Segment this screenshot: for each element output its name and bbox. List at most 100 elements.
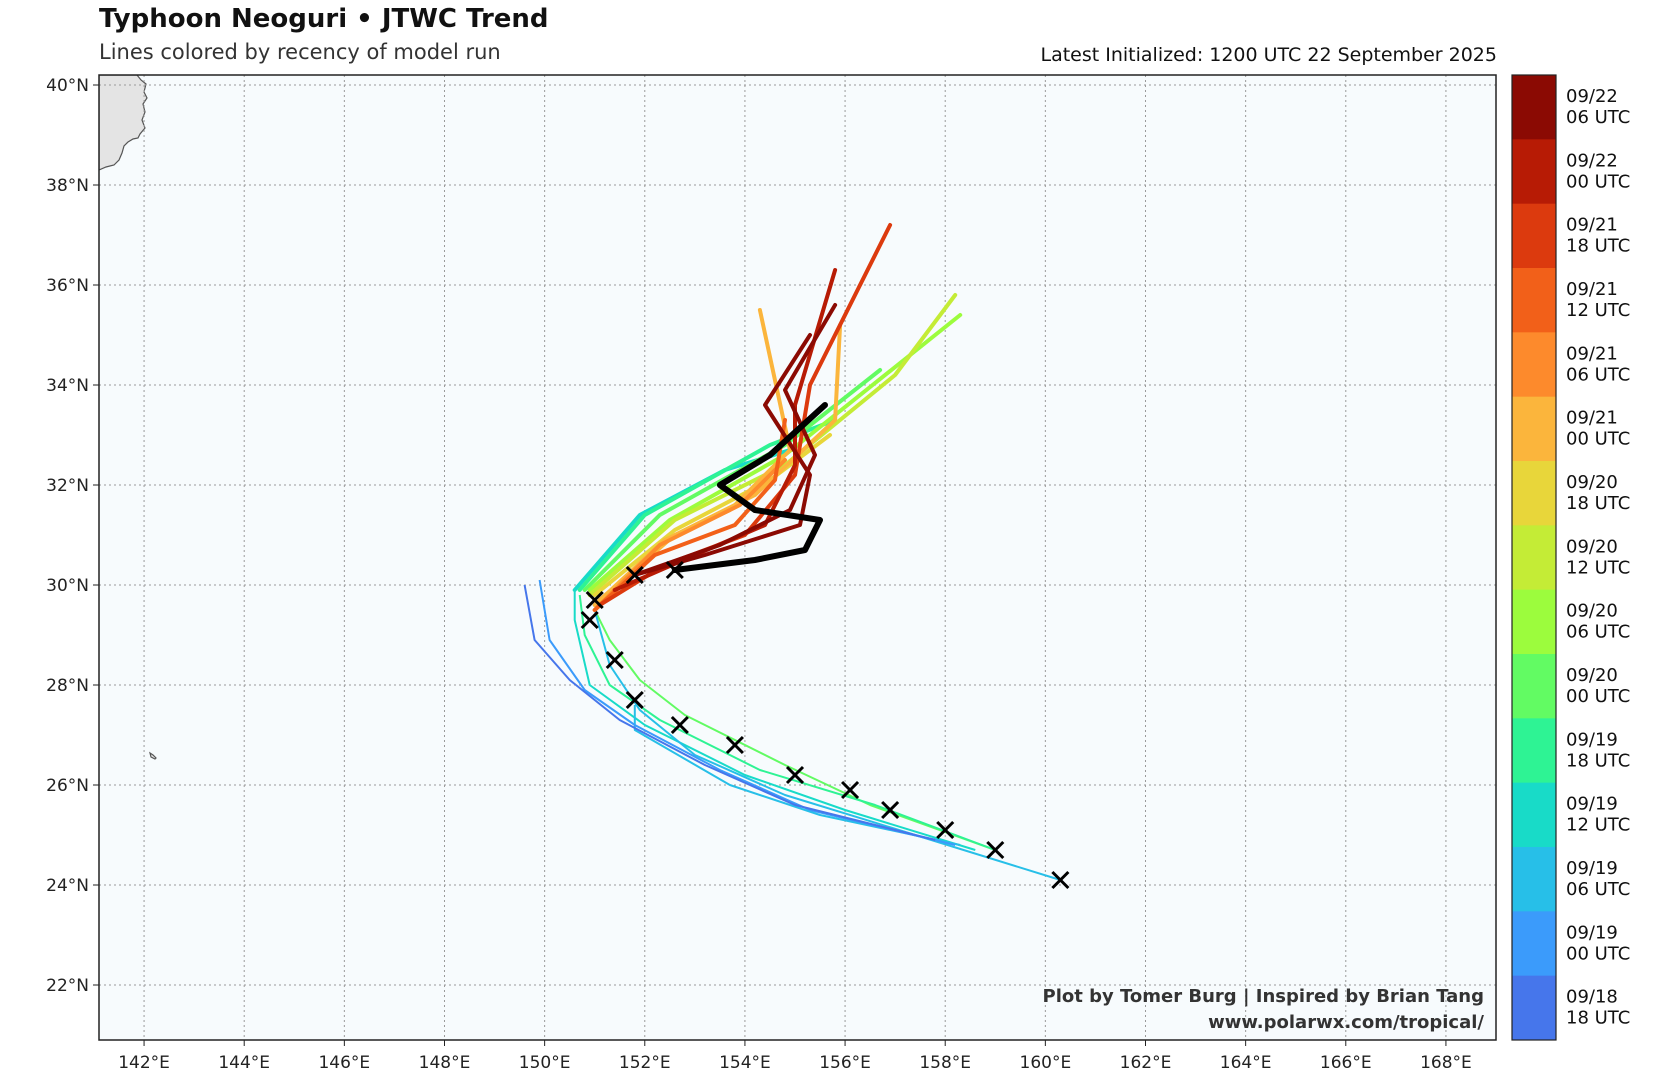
colorbar-label-date: 09/20	[1566, 536, 1618, 557]
y-tick-label: 38°N	[46, 176, 89, 196]
credit-line-1: Plot by Tomer Burg | Inspired by Brian T…	[1043, 986, 1484, 1007]
colorbar-label-date: 09/21	[1566, 215, 1618, 236]
colorbar-label-date: 09/21	[1566, 343, 1618, 364]
x-tick-label: 148°E	[419, 1053, 471, 1068]
observed-position-marker	[670, 715, 689, 735]
colorbar-label-time: 06 UTC	[1566, 364, 1630, 385]
forecast-track-line	[592, 458, 787, 612]
x-tick-label: 156°E	[819, 1053, 871, 1068]
colorbar-label-time: 00 UTC	[1566, 943, 1630, 964]
y-tick-label: 36°N	[46, 276, 89, 296]
latest-forecast	[671, 402, 828, 573]
colorbar-swatch	[1512, 203, 1556, 269]
x-tick-label: 154°E	[719, 1053, 771, 1068]
observed-position-marker	[585, 590, 604, 610]
colorbar-label-time: 00 UTC	[1566, 171, 1630, 192]
japan-coastline-land	[99, 75, 148, 171]
x-tick-label: 164°E	[1220, 1053, 1272, 1068]
past-track-line	[593, 609, 996, 851]
forecast-track-line	[582, 368, 883, 592]
colorbar-label-time: 18 UTC	[1566, 750, 1630, 771]
colorbar-frame	[1511, 74, 1557, 1041]
forecast-track-line	[632, 303, 838, 577]
x-tick-label: 152°E	[619, 1053, 671, 1068]
observed-position-marker	[841, 780, 860, 800]
y-tick-label: 24°N	[46, 876, 89, 896]
x-tick-label: 142°E	[118, 1053, 170, 1068]
forecast-track-line	[632, 333, 812, 577]
x-axis-ticks: 142°E 144°E 146°E 148°E 150°E 152°E 154°E 156°E…	[118, 1040, 1472, 1068]
y-tick-label: 28°N	[46, 676, 89, 696]
colorbar-label-date: 09/19	[1566, 922, 1618, 943]
y-tick-label: 30°N	[46, 576, 89, 596]
islet	[149, 751, 157, 760]
colorbar-label-time: 18 UTC	[1566, 1008, 1630, 1029]
colorbar-label-time: 00 UTC	[1566, 429, 1630, 450]
observed-position-marker	[986, 840, 1005, 860]
gridlines	[99, 75, 1496, 1040]
x-tick-label: 162°E	[1120, 1053, 1172, 1068]
chart-subtitle: Lines colored by recency of model run	[99, 40, 501, 64]
past-track-line	[573, 590, 976, 851]
past-track-line	[538, 579, 956, 846]
colorbar-swatch	[1512, 718, 1556, 784]
past-track-line	[578, 594, 996, 851]
colorbar-label-date: 09/19	[1566, 729, 1618, 750]
observed-position-marker	[605, 650, 624, 670]
colorbar-swatch	[1512, 268, 1556, 333]
observed-position-marker	[580, 610, 599, 630]
x-tick-label: 150°E	[519, 1053, 571, 1068]
colorbar-label-date: 09/19	[1566, 858, 1618, 879]
colorbar-swatch	[1512, 525, 1556, 591]
map-ocean	[99, 75, 1496, 1040]
observed-position-marker	[881, 800, 900, 820]
observed-position-marker	[936, 820, 955, 840]
colorbar-label-time: 12 UTC	[1566, 300, 1630, 321]
y-tick-label: 26°N	[46, 776, 89, 796]
colorbar-swatch	[1512, 911, 1556, 977]
colorbar-label-time: 12 UTC	[1566, 557, 1630, 578]
colorbar-label-time: 06 UTC	[1566, 107, 1630, 128]
colorbar-swatch	[1512, 654, 1556, 719]
x-tick-label: 144°E	[218, 1053, 270, 1068]
y-tick-label: 34°N	[46, 376, 89, 396]
colorbar-swatch	[1512, 847, 1556, 912]
y-tick-label: 22°N	[46, 976, 89, 996]
y-axis-ticks: 22°N 24°N 26°N 28°N 30°N 32°N 34°N 36°N 38°N 40°N	[46, 76, 99, 996]
colorbar-label-time: 18 UTC	[1566, 236, 1630, 257]
colorbar-swatch	[1512, 782, 1556, 848]
x-tick-label: 166°E	[1320, 1053, 1372, 1068]
colorbar-label-date: 09/22	[1566, 150, 1618, 171]
latest-initialized-label: Latest Initialized: 1200 UTC 22 Septembe…	[1040, 44, 1497, 66]
x-tick-label: 168°E	[1420, 1053, 1472, 1068]
colorbar-label-time: 00 UTC	[1566, 686, 1630, 707]
colorbar-label-date: 09/22	[1566, 86, 1618, 107]
credit-line-2: www.polarwx.com/tropical/	[1208, 1012, 1484, 1033]
colorbar-label-date: 09/18	[1566, 987, 1618, 1008]
x-tick-label: 146°E	[318, 1053, 370, 1068]
x-tick-label: 158°E	[919, 1053, 971, 1068]
colorbar-label-date: 09/20	[1566, 472, 1618, 493]
colorbar-swatch	[1512, 396, 1556, 462]
observed-position-marker	[785, 765, 805, 785]
colorbar-label-date: 09/21	[1566, 408, 1618, 429]
observed-positions	[580, 560, 1070, 890]
plot-frame	[98, 74, 1497, 1041]
y-tick-label: 40°N	[46, 76, 89, 96]
colorbar-label-date: 09/19	[1566, 794, 1618, 815]
chart-title: Typhoon Neoguri • JTWC Trend	[99, 4, 549, 34]
y-tick-label: 32°N	[46, 476, 89, 496]
observed-position-marker	[625, 690, 644, 710]
past-track-line	[523, 584, 936, 841]
observed-position-marker	[725, 735, 744, 755]
observed-position-marker	[1051, 870, 1070, 890]
colorbar-swatch	[1512, 75, 1556, 140]
colorbar-swatch	[1512, 332, 1556, 398]
x-tick-label: 160°E	[1020, 1053, 1072, 1068]
observed-position-marker	[665, 560, 684, 580]
colorbar-label-time: 06 UTC	[1566, 879, 1630, 900]
latest-forecast-line	[671, 402, 828, 573]
colorbar-swatch	[1512, 589, 1556, 655]
